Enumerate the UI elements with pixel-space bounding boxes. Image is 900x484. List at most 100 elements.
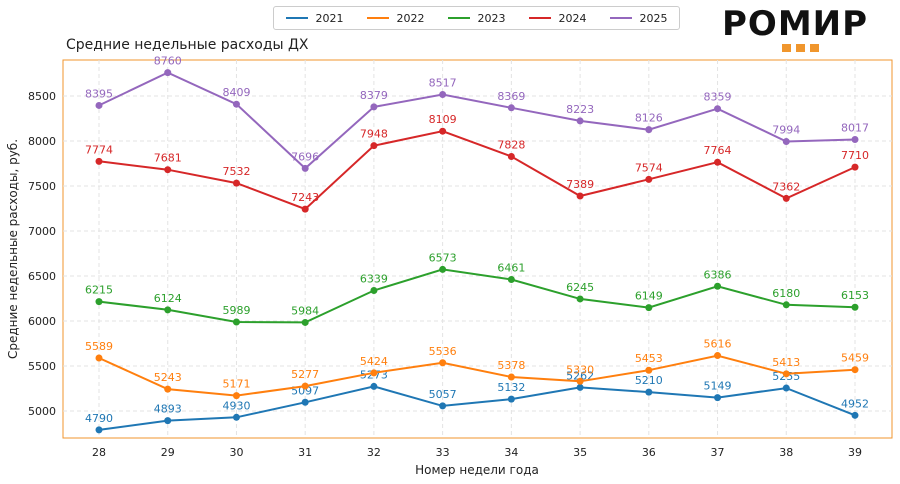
data-label: 7994 [772,124,800,137]
data-point [439,127,447,135]
data-label: 6153 [841,289,869,302]
data-label: 5989 [222,304,250,317]
data-label: 6339 [360,272,388,285]
x-tick-label: 32 [367,446,381,459]
data-point [370,369,378,377]
plot-frame [62,59,893,439]
data-point [851,366,859,374]
data-point [232,413,240,421]
data-label: 7532 [222,165,250,178]
logo-square [810,44,819,52]
data-point [576,383,584,391]
data-label: 8409 [222,86,250,99]
data-point [95,426,103,434]
legend: 2021 2022 2023 2024 2025 [273,6,680,30]
data-point [164,306,172,314]
data-point [164,69,172,77]
data-label: 7710 [841,149,869,162]
y-tick-label: 5000 [28,405,56,418]
data-point [232,179,240,187]
data-label: 6386 [704,268,732,281]
legend-label: 2025 [639,11,668,25]
data-label: 5210 [635,374,663,387]
data-label: 5171 [222,378,250,391]
data-label: 7362 [772,180,800,193]
data-point [507,104,515,112]
data-label: 7764 [704,144,732,157]
data-label: 8379 [360,89,388,102]
x-tick-label: 33 [436,446,450,459]
data-point [645,304,653,312]
data-label: 7948 [360,128,388,141]
data-point [439,359,447,367]
data-point [507,395,515,403]
data-point [164,166,172,174]
data-point [576,192,584,200]
data-point [576,117,584,125]
data-label: 5132 [497,381,525,394]
data-point [439,265,447,273]
data-label: 5243 [154,371,182,384]
legend-item-2022: 2022 [366,12,425,25]
data-point [507,373,515,381]
data-label: 8126 [635,112,663,125]
data-label: 8760 [154,55,182,68]
data-label: 6180 [772,287,800,300]
data-label: 5536 [429,345,457,358]
data-label: 5277 [291,368,319,381]
legend-swatch [447,17,470,19]
legend-item-2025: 2025 [609,11,668,25]
data-label: 5424 [360,355,388,368]
data-point [301,318,309,326]
legend-item-2023: 2023 [447,11,506,25]
data-point [714,105,722,113]
y-tick-label: 8500 [28,90,56,103]
y-tick-label: 7000 [28,225,56,238]
data-point [164,417,172,425]
romir-logo: РОМИР [722,4,882,52]
chart-title: Средние недельные расходы ДХ [66,37,309,53]
data-label: 5984 [291,304,319,317]
data-point [370,382,378,390]
data-label: 6124 [154,292,182,305]
legend-label: 2023 [477,11,506,25]
data-point [370,103,378,111]
data-point [507,152,515,160]
data-point [95,101,103,109]
data-point [851,163,859,171]
y-tick-label: 5500 [28,360,56,373]
data-point [714,394,722,402]
data-label: 8369 [497,90,525,103]
legend-swatch [285,17,308,19]
data-point [95,354,103,362]
y-tick-label: 6500 [28,270,56,283]
data-label: 7681 [154,152,182,165]
data-point [164,385,172,393]
data-point [782,194,790,202]
data-point [576,295,584,303]
data-label: 4952 [841,397,869,410]
data-point [95,298,103,306]
data-label: 8395 [85,87,113,100]
logo-squares [782,44,819,52]
logo-square [796,44,805,52]
data-label: 4930 [222,399,250,412]
y-tick-labels: 5000 5500 6000 6500 7000 7500 8000 8500 [28,90,56,418]
data-label: 6245 [566,281,594,294]
data-point [782,370,790,378]
x-tick-label: 37 [711,446,725,459]
legend-swatch [528,17,551,19]
series-line-2024 [98,130,856,211]
data-point [301,382,309,390]
series-line-2023 [98,268,856,324]
data-label: 7774 [85,143,113,156]
data-label: 6215 [85,284,113,297]
y-axis-label: Средние недельные расходы, руб. [6,139,20,359]
data-label: 5378 [497,359,525,372]
x-tick-label: 31 [298,446,312,459]
data-point [714,158,722,166]
data-label: 8109 [429,113,457,126]
legend-label: 2024 [558,11,587,25]
data-point [232,318,240,326]
